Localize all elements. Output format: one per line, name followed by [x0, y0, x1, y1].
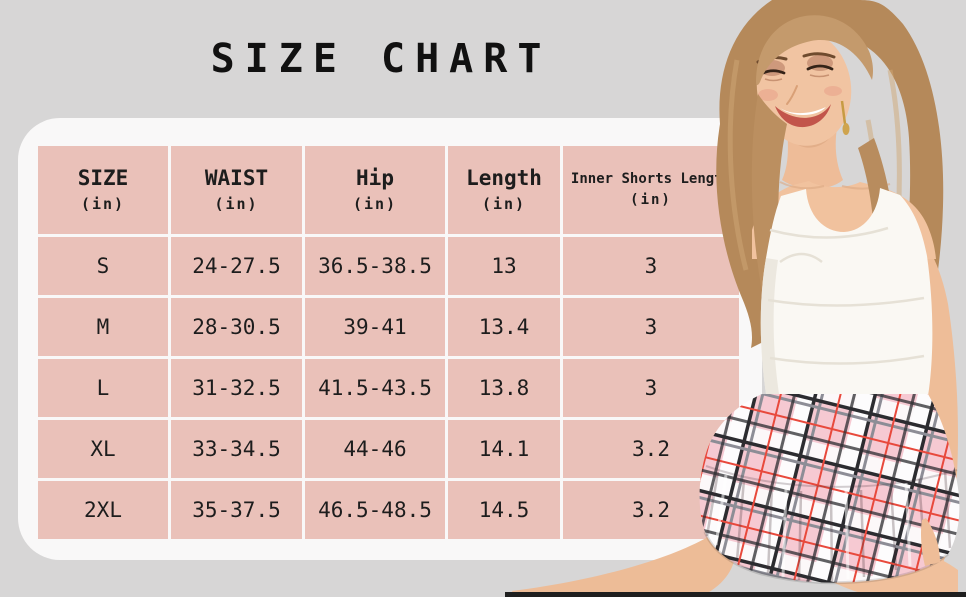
size-label-cell: M [38, 298, 168, 356]
table-cell: 3 [563, 359, 739, 417]
table-cell: 14.5 [448, 481, 560, 539]
page-title: SIZE CHART [210, 36, 552, 82]
header-label: Length [466, 166, 542, 191]
nose [786, 85, 798, 105]
table-cell: 24-27.5 [171, 237, 302, 295]
table-cell: 13.4 [448, 298, 560, 356]
header-unit: (in) [352, 195, 398, 214]
header-unit: (in) [80, 195, 126, 214]
hair-front [756, 15, 873, 85]
table-cell: 46.5-48.5 [305, 481, 445, 539]
table-cell: 31-32.5 [171, 359, 302, 417]
tank-shading [760, 258, 779, 394]
table-header-cell: SIZE (in) [38, 146, 168, 234]
table-cell: 35-37.5 [171, 481, 302, 539]
table-cell: 33-34.5 [171, 420, 302, 478]
table-cell: 39-41 [305, 298, 445, 356]
size-label-cell: L [38, 359, 168, 417]
skirt-pleats [705, 469, 952, 582]
table-header-cell: Hip (in) [305, 146, 445, 234]
model-hand [921, 518, 940, 566]
header-unit: (in) [481, 195, 527, 214]
header-unit: (in) [630, 192, 672, 208]
lower-lid [764, 74, 830, 82]
model-photo [505, 0, 966, 597]
earring [840, 100, 847, 125]
table-cell: 41.5-43.5 [305, 359, 445, 417]
skirt-pleat-highlights [714, 474, 912, 580]
skirt-yoke-seam [705, 465, 958, 488]
table-cell: 13 [448, 237, 560, 295]
earring-drop [842, 123, 850, 135]
table-header-cell: Inner Shorts Length (in) [563, 146, 739, 234]
table-cell: 13.8 [448, 359, 560, 417]
size-table: SIZE (in) WAIST (in) Hip (in) Length (in) Inner … [38, 146, 739, 539]
blush [758, 89, 778, 101]
size-label-cell: 2XL [38, 481, 168, 539]
table-cell: 44-46 [305, 420, 445, 478]
tank-wrinkles [767, 226, 925, 365]
header-label: SIZE [77, 166, 129, 191]
table-cell: 36.5-38.5 [305, 237, 445, 295]
mouth [775, 104, 831, 128]
teeth [780, 107, 826, 116]
model-leg [512, 532, 736, 597]
table-cell: 3 [563, 298, 739, 356]
table-cell: 3 [563, 237, 739, 295]
table-header-cell: WAIST (in) [171, 146, 302, 234]
header-unit: (in) [214, 195, 259, 214]
table-cell: 14.1 [448, 420, 560, 478]
header-label: WAIST [204, 166, 269, 191]
header-label: Inner Shorts Length [570, 170, 732, 187]
header-label: Hip [356, 166, 394, 191]
blush [824, 86, 842, 96]
table-cell: 28-30.5 [171, 298, 302, 356]
tank-top [760, 188, 933, 396]
plaid-skirt [699, 394, 960, 583]
table-header-cell: Length (in) [448, 146, 560, 234]
size-label-cell: XL [38, 420, 168, 478]
photo-bottom-edge [505, 592, 966, 597]
size-label-cell: S [38, 237, 168, 295]
skirt-hem-shadow [703, 531, 949, 585]
